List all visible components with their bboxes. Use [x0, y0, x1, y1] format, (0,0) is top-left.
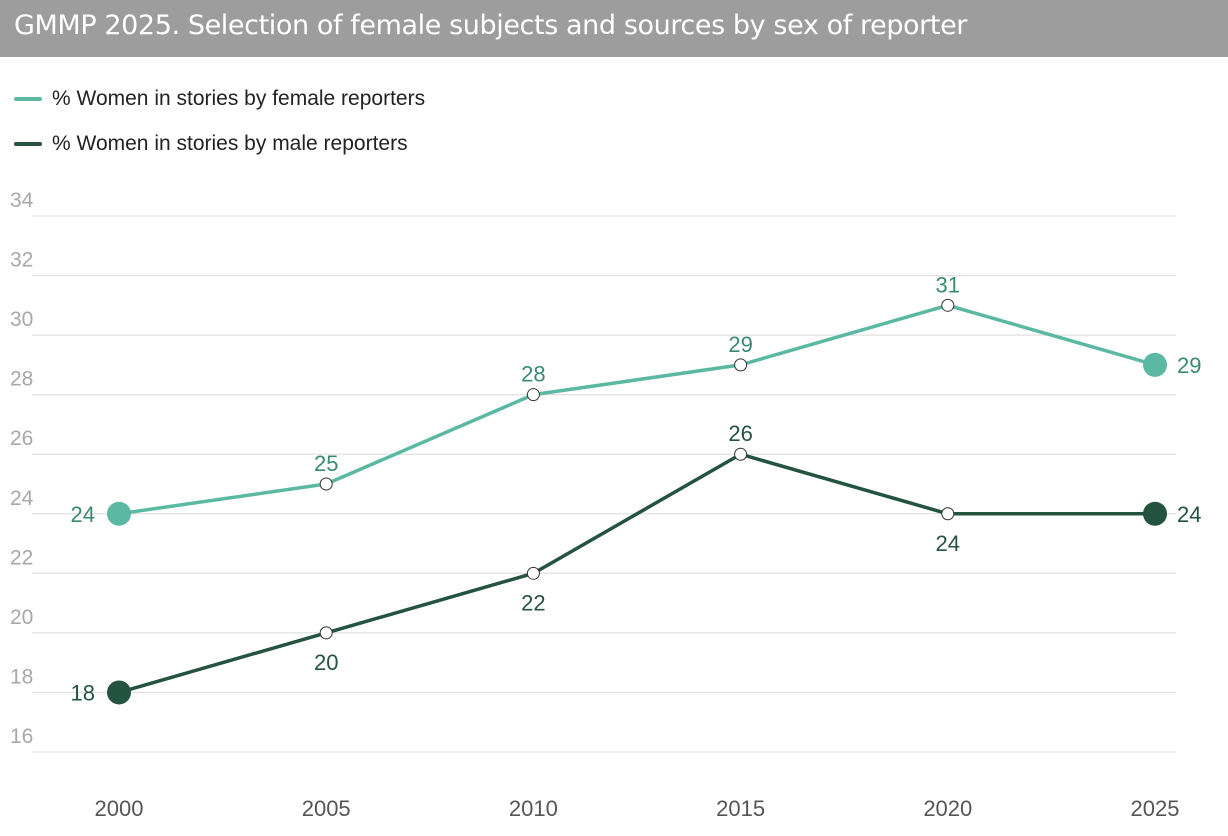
- data-point-s0-2005: [319, 477, 333, 491]
- data-label-s0-2025: 29: [1177, 353, 1201, 378]
- y-tick-label-24: 24: [10, 487, 34, 510]
- data-point-s0-2000: [107, 501, 131, 526]
- data-point-s1-2005: [319, 626, 333, 640]
- data-label-s0-2010: 28: [521, 362, 545, 387]
- legend-item-male-reporters: % Women in stories by male reporters: [14, 129, 425, 159]
- x-tick-label-2020: 2020: [923, 796, 972, 821]
- chart-title-bar: GMMP 2025. Selection of female subjects …: [0, 0, 1228, 57]
- data-label-s1-2010: 22: [521, 590, 545, 615]
- data-label-s0-2020: 31: [936, 272, 960, 297]
- x-tick-label-2025: 2025: [1131, 796, 1180, 821]
- data-label-s0-2000: 24: [71, 502, 95, 527]
- data-point-s1-2020: [941, 507, 955, 521]
- y-tick-label-34: 34: [10, 189, 34, 212]
- y-tick-label-28: 28: [10, 368, 33, 391]
- data-point-s1-2025: [1143, 501, 1167, 526]
- y-tick-label-30: 30: [10, 308, 33, 331]
- chart-title: GMMP 2025. Selection of female subjects …: [14, 10, 967, 41]
- data-label-s0-2005: 25: [314, 451, 338, 476]
- data-label-s0-2015: 29: [728, 332, 752, 357]
- data-point-s0-2010: [526, 388, 540, 402]
- data-label-s1-2020: 24: [936, 531, 960, 556]
- x-tick-label-2005: 2005: [302, 796, 351, 821]
- y-tick-label-32: 32: [10, 249, 33, 272]
- x-tick-label-2000: 2000: [95, 796, 144, 821]
- data-point-s0-2020: [941, 298, 955, 312]
- series-line-1: [117, 452, 1157, 695]
- data-point-s0-2015: [734, 358, 748, 372]
- y-tick-label-18: 18: [10, 665, 33, 688]
- chart-legend: % Women in stories by female reporters %…: [14, 84, 425, 174]
- data-point-s1-2000: [107, 680, 131, 705]
- legend-swatch-male-reporters: [14, 142, 42, 146]
- legend-swatch-female-reporters: [14, 97, 42, 101]
- data-point-s1-2015: [734, 447, 748, 461]
- data-point-s1-2010: [526, 566, 540, 580]
- x-tick-label-2015: 2015: [716, 796, 765, 821]
- x-tick-label-2010: 2010: [509, 796, 558, 821]
- data-label-s1-2005: 20: [314, 650, 338, 675]
- data-label-s1-2000: 18: [71, 680, 95, 705]
- data-label-s1-2015: 26: [728, 421, 752, 446]
- y-tick-label-20: 20: [10, 606, 33, 629]
- data-label-s1-2025: 24: [1177, 502, 1201, 527]
- legend-label-female-reporters: % Women in stories by female reporters: [52, 87, 426, 110]
- y-tick-label-16: 16: [10, 725, 33, 748]
- legend-label-male-reporters: % Women in stories by male reporters: [52, 132, 408, 155]
- data-point-s0-2025: [1143, 352, 1167, 377]
- legend-item-female-reporters: % Women in stories by female reporters: [14, 84, 425, 114]
- series-line-0: [117, 303, 1157, 516]
- y-tick-label-26: 26: [10, 427, 33, 450]
- y-tick-label-22: 22: [10, 546, 33, 569]
